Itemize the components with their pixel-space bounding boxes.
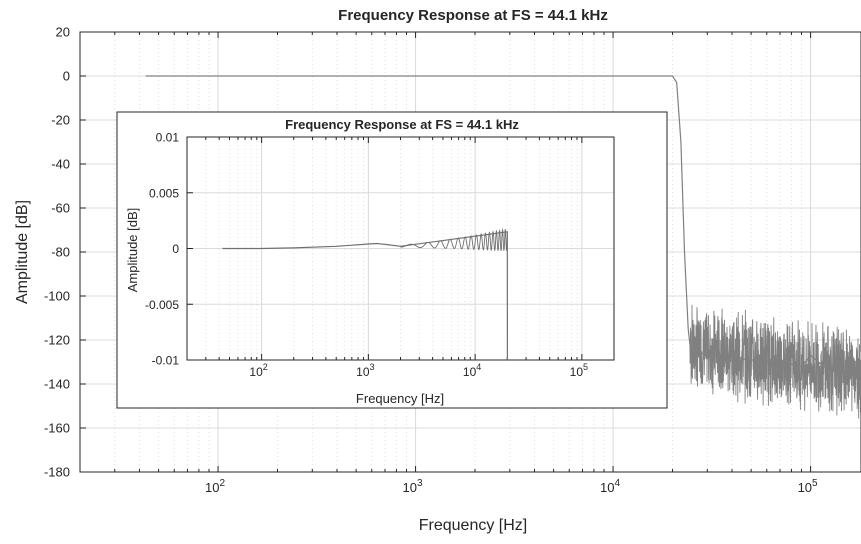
main-x-tick-labels: 102 103 104 105 bbox=[205, 478, 818, 495]
main-x-tick-base: 10 bbox=[403, 480, 417, 495]
inset-y-tick-label: 0 bbox=[172, 242, 179, 256]
inset-axes-box bbox=[186, 136, 615, 361]
main-x-tick-base: 10 bbox=[600, 480, 614, 495]
main-x-tick-label: 103 bbox=[403, 478, 423, 495]
inset-x-tick-labels: 102 103 104 105 bbox=[249, 362, 588, 379]
main-x-axis-label: Frequency [Hz] bbox=[419, 517, 527, 534]
inset-x-axis-label: Frequency [Hz] bbox=[356, 391, 444, 406]
inset-x-tick-label: 105 bbox=[570, 362, 588, 379]
main-y-tick-label: -100 bbox=[44, 289, 70, 304]
inset-x-tick-exponent: 4 bbox=[476, 362, 481, 372]
main-x-tick-base: 10 bbox=[205, 480, 219, 495]
main-y-tick-label: -180 bbox=[44, 465, 70, 480]
inset-x-tick-exponent: 2 bbox=[263, 362, 268, 372]
inset-series-group bbox=[222, 228, 508, 361]
main-y-tick-label: -40 bbox=[51, 157, 70, 172]
inset-x-tick-exponent: 5 bbox=[583, 362, 588, 372]
inset-y-tick-label: -0.01 bbox=[152, 354, 180, 368]
inset-x-tick-base: 10 bbox=[463, 365, 477, 379]
main-y-tick-label: -160 bbox=[44, 421, 70, 436]
main-y-tick-label: -120 bbox=[44, 333, 70, 348]
main-x-tick-exponent: 3 bbox=[417, 478, 423, 489]
inset-x-tick-base: 10 bbox=[356, 365, 370, 379]
main-x-tick-base: 10 bbox=[798, 480, 812, 495]
main-y-tick-label: -80 bbox=[51, 245, 70, 260]
inset-y-tick-label: -0.005 bbox=[145, 298, 179, 312]
main-series-group bbox=[145, 75, 861, 419]
inset-y-tick-label: 0.005 bbox=[149, 186, 179, 200]
inset-x-tick-label: 102 bbox=[249, 362, 267, 379]
main-x-tick-exponent: 4 bbox=[615, 478, 621, 489]
inset-chart-title: Frequency Response at FS = 44.1 kHz bbox=[285, 117, 519, 132]
main-y-tick-label: 20 bbox=[56, 25, 70, 40]
inset-panel bbox=[116, 111, 668, 409]
main-y-tick-label: 0 bbox=[63, 69, 70, 84]
inset-y-tick-labels: 0.01 0.005 0 -0.005 -0.01 bbox=[145, 131, 179, 368]
main-axes-box bbox=[79, 31, 861, 473]
main-noise-floor bbox=[689, 304, 861, 419]
main-y-tick-label: -60 bbox=[51, 201, 70, 216]
inset-x-tick-base: 10 bbox=[249, 365, 263, 379]
inset-x-tick-label: 104 bbox=[463, 362, 481, 379]
main-x-tick-label: 102 bbox=[205, 478, 225, 495]
main-y-tick-label: -20 bbox=[51, 113, 70, 128]
main-x-tick-exponent: 2 bbox=[220, 478, 226, 489]
inset-x-tick-base: 10 bbox=[570, 365, 584, 379]
inset-series-line bbox=[222, 231, 508, 361]
inset-passband-ripple bbox=[400, 228, 508, 252]
main-plot-area bbox=[79, 31, 861, 473]
main-x-tick-label: 105 bbox=[798, 478, 818, 495]
main-y-tick-label: -140 bbox=[44, 377, 70, 392]
main-x-tick-exponent: 5 bbox=[812, 478, 818, 489]
inset-x-tick-exponent: 3 bbox=[370, 362, 375, 372]
main-chart-title: Frequency Response at FS = 44.1 kHz bbox=[338, 7, 608, 24]
inset-y-axis-label: Amplitude [dB] bbox=[125, 208, 140, 293]
main-y-axis-label: Amplitude [dB] bbox=[14, 200, 31, 304]
inset-y-tick-label: 0.01 bbox=[156, 131, 180, 145]
inset-x-tick-label: 103 bbox=[356, 362, 374, 379]
main-y-tick-labels: 20 0 -20 -40 -60 -80 -100 -120 -140 -160 -180 bbox=[44, 25, 70, 480]
main-x-tick-label: 104 bbox=[600, 478, 620, 495]
